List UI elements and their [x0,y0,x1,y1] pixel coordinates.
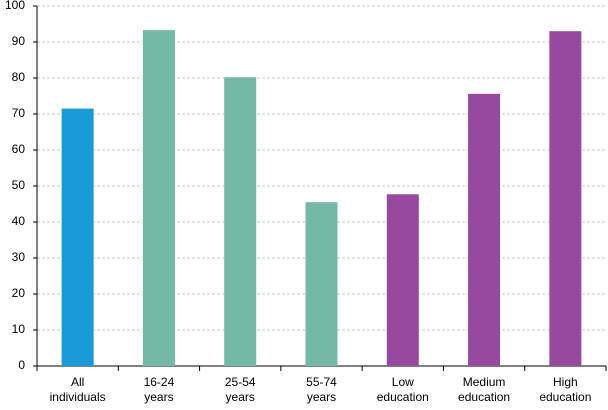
y-tick-label: 0 [18,358,25,372]
x-tick-label: education [539,390,591,404]
bar [305,202,338,366]
bar [224,77,257,366]
x-tick-label: 16-24 [144,375,175,389]
x-tick-label: Medium [463,375,506,389]
x-tick-label: years [144,390,173,404]
bar [61,108,94,366]
x-tick-label: Low [392,375,414,389]
x-tick-label: High [553,375,578,389]
bar [142,30,175,367]
y-tick-label: 70 [12,106,26,120]
bar [468,93,501,366]
x-tick-label: education [377,390,429,404]
y-tick-label: 50 [12,178,26,192]
x-tick-label: individuals [50,390,106,404]
y-tick-label: 80 [12,70,26,84]
x-tick-label: education [458,390,510,404]
bar [386,194,419,366]
x-tick-label: All [71,375,84,389]
x-tick-label: 55-74 [306,375,337,389]
x-tick-label: years [226,390,255,404]
y-tick-label: 60 [12,142,26,156]
y-tick-label: 20 [12,286,26,300]
y-tick-label: 100 [5,0,25,12]
y-tick-label: 90 [12,34,26,48]
y-tick-label: 30 [12,250,26,264]
y-tick-label: 40 [12,214,26,228]
bar [549,31,582,366]
y-tick-label: 10 [12,322,26,336]
x-tick-label: years [307,390,336,404]
x-tick-label: 25-54 [225,375,256,389]
